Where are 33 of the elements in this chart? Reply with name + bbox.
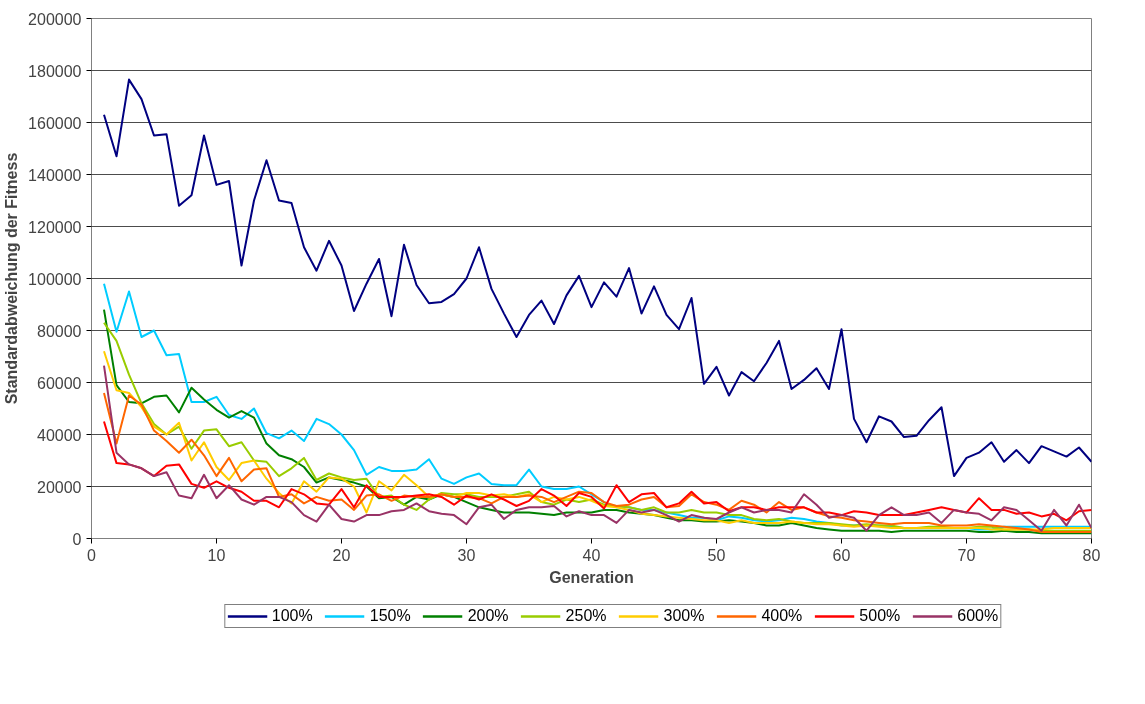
x-tick-label: 30	[457, 546, 476, 564]
y-tick-label: 60000	[37, 374, 82, 392]
y-tick-label: 40000	[37, 426, 82, 444]
x-tick-label: 40	[582, 546, 601, 564]
x-tick-label: 10	[207, 546, 226, 564]
y-tick-label: 200000	[28, 10, 82, 28]
y-tick-label: 160000	[28, 114, 82, 132]
legend-label: 250%	[565, 607, 607, 625]
x-tick-label: 60	[832, 546, 851, 564]
legend-label: 600%	[957, 607, 999, 625]
x-tick-label: 50	[707, 546, 726, 564]
legend-label: 400%	[761, 607, 803, 625]
x-tick-label: 20	[332, 546, 351, 564]
line-series	[103, 78, 1092, 478]
y-tick-label: 180000	[28, 62, 82, 80]
legend-label: 300%	[663, 607, 705, 625]
line-series	[103, 391, 1092, 533]
y-tick-label: 120000	[28, 218, 82, 236]
legend-label: 150%	[369, 607, 411, 625]
legend-label: 100%	[271, 607, 313, 625]
y-tick-label: 100000	[28, 270, 82, 288]
y-tick-label: 80000	[37, 322, 82, 340]
x-tick-label: 70	[957, 546, 976, 564]
y-axis-title: Standardabweichung der Fitness	[3, 152, 21, 405]
line-series	[103, 420, 1092, 522]
x-tick-label: 0	[87, 546, 97, 564]
y-tick-label: 140000	[28, 166, 82, 184]
legend-label: 500%	[859, 607, 901, 625]
y-tick-label: 0	[72, 530, 82, 548]
legend-label: 200%	[467, 607, 509, 625]
x-axis-title: Generation	[549, 568, 634, 586]
x-tick-label: 80	[1082, 546, 1101, 564]
y-tick-label: 20000	[37, 478, 82, 496]
